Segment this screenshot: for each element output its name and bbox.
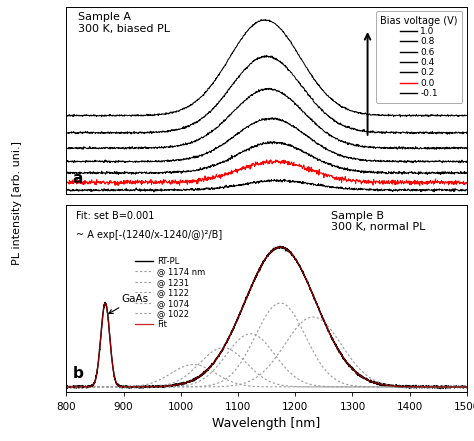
RT-PL [219, 348, 225, 353]
@ 1074 [220, 345, 226, 351]
@ 1022 [421, 384, 427, 389]
@ 1231 [464, 384, 470, 389]
@ 1174 nm [219, 379, 225, 384]
@ 1022 [464, 384, 470, 389]
Fit [72, 384, 77, 389]
Line: RT-PL: RT-PL [66, 247, 467, 389]
@ 1122 [390, 384, 395, 389]
@ 1122 [287, 370, 293, 375]
@ 1174 nm [390, 384, 395, 389]
@ 1074 [64, 384, 69, 389]
Line: @ 1122: @ 1122 [66, 334, 467, 387]
@ 1122 [219, 358, 225, 363]
@ 1122 [72, 384, 77, 389]
Text: a: a [73, 172, 83, 187]
@ 1174 nm [277, 300, 283, 306]
@ 1231 [72, 384, 77, 389]
@ 1074 [406, 384, 412, 389]
Fit [390, 383, 395, 389]
RT-PL [406, 385, 412, 390]
Text: PL intensity [arb. uni.]: PL intensity [arb. uni.] [12, 141, 22, 265]
Fit [406, 384, 412, 389]
Fit [277, 244, 283, 250]
@ 1122 [248, 331, 254, 336]
@ 1074 [390, 384, 395, 389]
Text: GaAs: GaAs [109, 294, 148, 314]
@ 1022 [191, 362, 196, 367]
@ 1231 [421, 384, 427, 389]
X-axis label: Wavelength [nm]: Wavelength [nm] [212, 417, 321, 430]
@ 1022 [219, 374, 225, 380]
@ 1074 [72, 384, 77, 389]
@ 1122 [406, 384, 412, 389]
RT-PL [464, 385, 470, 390]
@ 1122 [64, 384, 69, 389]
@ 1231 [64, 384, 69, 389]
@ 1022 [287, 384, 293, 389]
Fit [421, 384, 427, 389]
@ 1174 nm [64, 384, 69, 389]
Text: Fit: set B=0.001: Fit: set B=0.001 [76, 211, 155, 221]
Text: b: b [73, 366, 83, 381]
Text: Sample B
300 K, normal PL: Sample B 300 K, normal PL [331, 211, 425, 232]
@ 1231 [287, 334, 292, 340]
RT-PL [72, 384, 77, 389]
@ 1022 [72, 384, 77, 389]
RT-PL [390, 384, 395, 389]
@ 1074 [464, 384, 470, 389]
@ 1074 [421, 384, 427, 389]
RT-PL [421, 385, 427, 390]
@ 1022 [406, 384, 412, 389]
@ 1231 [406, 384, 412, 389]
@ 1122 [421, 384, 427, 389]
Fit [287, 250, 293, 255]
Line: @ 1074: @ 1074 [66, 348, 467, 387]
Text: Sample A
300 K, biased PL: Sample A 300 K, biased PL [78, 12, 170, 34]
@ 1174 nm [421, 384, 427, 389]
Legend: 1.0, 0.8, 0.6, 0.4, 0.2, 0.0, -0.1: 1.0, 0.8, 0.6, 0.4, 0.2, 0.0, -0.1 [376, 11, 462, 103]
@ 1074 [219, 345, 225, 351]
@ 1174 nm [464, 384, 470, 389]
Legend: RT-PL, @ 1174 nm, @ 1231, @ 1122, @ 1074, @ 1022, Fit: RT-PL, @ 1174 nm, @ 1231, @ 1122, @ 1074… [133, 254, 208, 331]
Line: @ 1231: @ 1231 [66, 317, 467, 387]
@ 1231 [390, 383, 395, 388]
Line: Fit: Fit [66, 247, 467, 387]
@ 1122 [464, 384, 470, 389]
@ 1074 [287, 384, 293, 389]
@ 1174 nm [72, 384, 77, 389]
RT-PL [438, 386, 444, 391]
RT-PL [287, 249, 293, 254]
RT-PL [277, 244, 283, 249]
@ 1022 [64, 384, 69, 389]
Line: @ 1174 nm: @ 1174 nm [66, 303, 467, 387]
@ 1231 [310, 314, 316, 320]
@ 1022 [390, 384, 395, 389]
Text: ~ A exp[-(1240/x-1240/@)²/B]: ~ A exp[-(1240/x-1240/@)²/B] [76, 229, 223, 239]
@ 1174 nm [406, 384, 412, 389]
RT-PL [64, 384, 69, 389]
@ 1174 nm [287, 306, 293, 312]
Fit [64, 384, 69, 389]
Fit [219, 348, 225, 354]
@ 1231 [219, 384, 225, 389]
Fit [464, 384, 470, 389]
Line: @ 1022: @ 1022 [66, 365, 467, 387]
